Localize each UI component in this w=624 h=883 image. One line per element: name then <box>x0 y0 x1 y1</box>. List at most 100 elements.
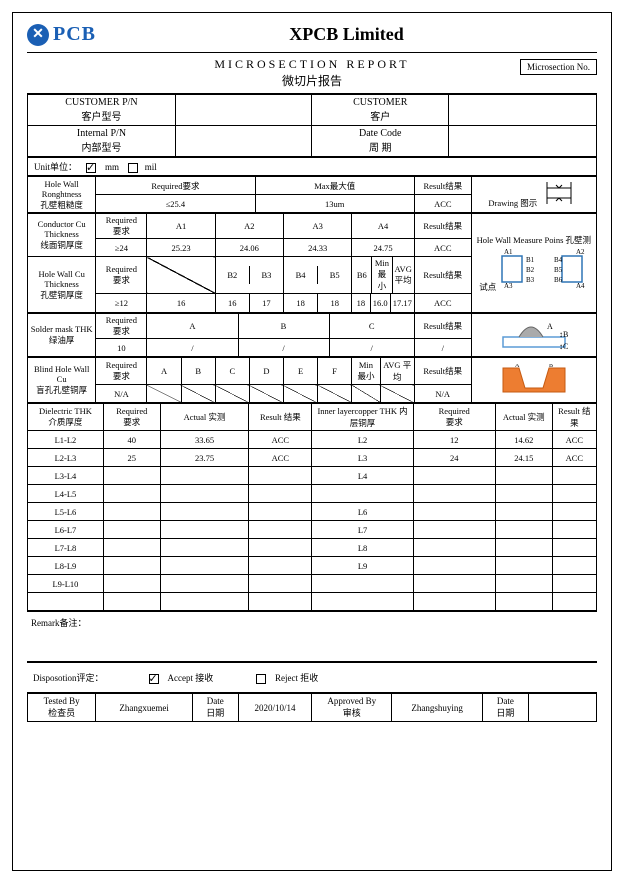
table-cell <box>495 539 552 557</box>
table-cell <box>413 575 495 593</box>
table-cell <box>160 575 249 593</box>
table-cell <box>495 593 552 611</box>
table-cell <box>160 539 249 557</box>
hwr-req: ≤25.4 <box>96 195 255 213</box>
reject-lbl: Reject 拒收 <box>275 673 318 683</box>
table-cell <box>413 593 495 611</box>
dc-val <box>449 126 597 157</box>
hwr-max-lbl: Max最大值 <box>255 177 414 195</box>
bhw-cn: 盲孔孔壁铜厚 <box>36 385 87 395</box>
svg-text:A1: A1 <box>504 248 513 256</box>
table-cell <box>249 593 312 611</box>
svg-text:B1: B1 <box>526 256 535 264</box>
cct-res-lbl: Result结果 <box>414 214 471 239</box>
table-cell: 33.65 <box>160 431 249 449</box>
info-table: CUSTOMER P/N客户型号 CUSTOMER客户 Internal P/N… <box>27 94 597 157</box>
sig-approved: Zhangshuying <box>392 694 483 722</box>
table-cell <box>552 467 596 485</box>
table-cell <box>249 575 312 593</box>
table-cell: 40 <box>103 431 160 449</box>
table-cell: 14.62 <box>495 431 552 449</box>
table-cell <box>495 503 552 521</box>
cct-a4v: 24.75 <box>352 239 415 257</box>
drawing-hw: Hole Wall Measure Poins 孔壁测试点 A1A2 A3A4 … <box>471 214 596 313</box>
bhw-en: Blind Hole Wall Cu <box>34 364 89 384</box>
hwr-cn: 孔壁粗糙度 <box>40 200 83 210</box>
cct-req: ≥24 <box>96 239 147 257</box>
cust-pn-val <box>175 95 312 126</box>
svg-text:↕C: ↕C <box>559 342 568 351</box>
accept-chk[interactable] <box>149 674 159 684</box>
table-cell <box>312 593 413 611</box>
table-cell: 12 <box>413 431 495 449</box>
unit-lbl: Unit单位： <box>34 162 77 172</box>
table-cell: L3 <box>312 449 413 467</box>
table-cell: L3-L4 <box>28 467 104 485</box>
cct-en: Conductor Cu Thickness <box>38 219 86 239</box>
smt-tbl: Solder mask THK绿油厚 Required要求 A B C Resu… <box>27 313 597 357</box>
table-cell <box>249 521 312 539</box>
table-cell <box>495 557 552 575</box>
table-cell <box>312 575 413 593</box>
table-cell <box>552 575 596 593</box>
sig-tested: Zhangxuemei <box>96 694 193 722</box>
svg-text:B6: B6 <box>554 276 563 284</box>
logo-text: PCB <box>53 23 96 46</box>
table-cell <box>552 557 596 575</box>
cct-req-lbl: Required要求 <box>96 214 147 239</box>
logo-icon: ✕ <box>27 24 49 46</box>
table-cell: ACC <box>552 449 596 467</box>
table-cell: L5-L6 <box>28 503 104 521</box>
svg-text:A3: A3 <box>504 282 513 290</box>
table-cell <box>552 539 596 557</box>
table-cell <box>103 557 160 575</box>
table-cell: L2-L3 <box>28 449 104 467</box>
logo: ✕ PCB <box>27 23 96 46</box>
smt-en: Solder mask THK <box>31 324 93 334</box>
cct-a1v: 25.23 <box>147 239 215 257</box>
il-req-lbl: Required要求 <box>413 404 495 431</box>
sig-date: 2020/10/14 <box>238 694 312 722</box>
smt-req-lbl: Required要求 <box>96 314 147 339</box>
sig-date2 <box>528 694 596 722</box>
table-cell: 23.75 <box>160 449 249 467</box>
cct-cn: 线面铜厚度 <box>40 240 83 250</box>
disp-lbl: Disposotion评定： <box>33 673 104 683</box>
table-cell: L1-L2 <box>28 431 104 449</box>
cct-tbl: Conductor Cu Thickness线面铜厚度 Required要求 A… <box>27 213 597 313</box>
cct-a3v: 24.33 <box>284 239 352 257</box>
dc-cn: 周 期 <box>315 139 445 154</box>
table-cell <box>160 593 249 611</box>
table-cell <box>160 503 249 521</box>
table-cell <box>249 485 312 503</box>
table-cell <box>413 467 495 485</box>
unit-mm: mm <box>105 162 119 172</box>
report-page: ✕ PCB XPCB Limited MICROSECTION REPORT 微… <box>12 12 612 871</box>
bhw-req-lbl: Required要求 <box>96 358 147 385</box>
table-cell <box>413 539 495 557</box>
drawing-hwr: Drawing 图示 <box>471 177 596 213</box>
cust-pn-cn: 客户型号 <box>31 108 172 123</box>
diel-en: Dielectric THK <box>39 406 92 416</box>
smt-cn: 绿油厚 <box>49 335 75 345</box>
hwc-cn: 孔壁铜厚度 <box>40 290 83 300</box>
svg-text:B2: B2 <box>526 266 535 274</box>
table-cell <box>103 503 160 521</box>
table-cell: L9-L10 <box>28 575 104 593</box>
cct-a2v: 24.06 <box>215 239 283 257</box>
table-cell <box>552 503 596 521</box>
unit-mm-chk[interactable] <box>86 163 96 173</box>
svg-text:B3: B3 <box>526 276 535 284</box>
cct-res: ACC <box>414 239 471 257</box>
table-cell <box>413 521 495 539</box>
table-cell: L2 <box>312 431 413 449</box>
cct-a1: A1 <box>147 214 215 239</box>
ms-no-box: Microsection No. <box>520 59 597 75</box>
unit-mil-chk[interactable] <box>128 163 138 173</box>
bhw-tbl: Blind Hole Wall Cu盲孔孔壁铜厚 Required要求 A B … <box>27 357 597 403</box>
table-cell <box>495 575 552 593</box>
table-cell: ACC <box>249 431 312 449</box>
svg-text:B5: B5 <box>554 266 563 274</box>
hwc-res: ACC <box>414 294 471 313</box>
reject-chk[interactable] <box>256 674 266 684</box>
